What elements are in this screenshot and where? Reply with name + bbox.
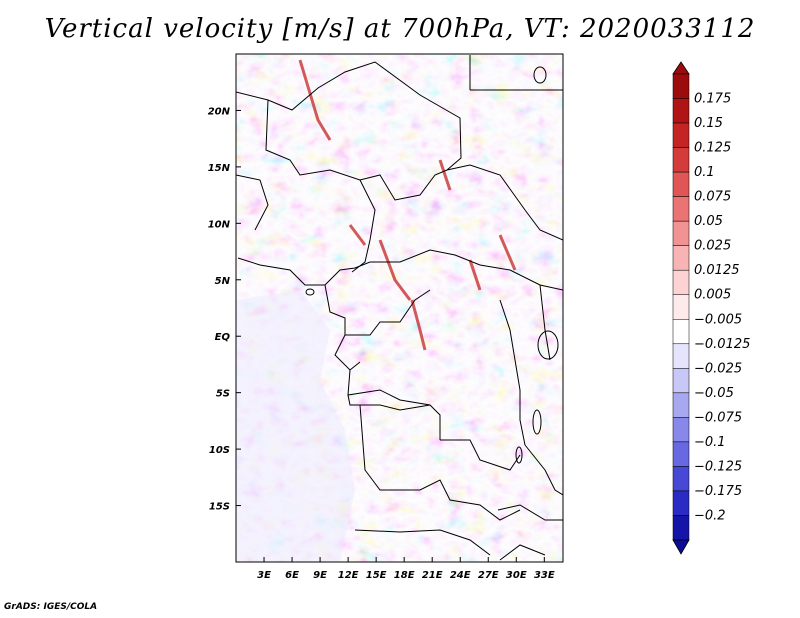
colorbar-top-arrow bbox=[672, 61, 690, 75]
colorbar-label: −0.025 bbox=[694, 361, 742, 376]
colorbar-band bbox=[672, 417, 690, 443]
colorbar-label: −0.0125 bbox=[694, 337, 750, 352]
colorbar-band bbox=[672, 147, 690, 173]
colorbar-band bbox=[672, 441, 690, 467]
lat-tick-label: 20N bbox=[208, 106, 231, 117]
chart-title: Vertical velocity [m/s] at 700hPa, VT: 2… bbox=[44, 14, 756, 44]
colorbar-label: −0.075 bbox=[694, 410, 742, 425]
colorbar-label: 0.05 bbox=[694, 214, 723, 229]
colorbar-label: 0.025 bbox=[694, 239, 731, 254]
colorbar: 0.175 0.15 0.125 0.1 0.075 0.05 0.025 0.0125 0.0… bbox=[672, 61, 750, 555]
lon-tick-label: 24E bbox=[450, 570, 471, 581]
colorbar-label: −0.175 bbox=[694, 484, 742, 499]
colorbar-label: 0.125 bbox=[694, 141, 731, 156]
colorbar-label: 0.15 bbox=[694, 116, 723, 131]
longitude-axis: 3E 6E 9E 12E 15E 18E 21E 24E 27E 30E 33E bbox=[257, 557, 555, 581]
lon-tick-label: 18E bbox=[394, 570, 415, 581]
colorbar-band bbox=[672, 368, 690, 394]
colorbar-label: −0.2 bbox=[694, 508, 726, 523]
colorbar-label: 0.0125 bbox=[694, 263, 740, 278]
colorbar-band bbox=[672, 515, 690, 541]
lat-tick-label: 5S bbox=[216, 389, 230, 400]
colorbar-band bbox=[672, 466, 690, 492]
lon-tick-label: 12E bbox=[338, 570, 359, 581]
colorbar-band bbox=[672, 196, 690, 222]
colorbar-band bbox=[672, 73, 690, 99]
colorbar-label: 0.1 bbox=[694, 165, 715, 180]
colorbar-bottom-arrow bbox=[672, 539, 690, 555]
colorbar-band bbox=[672, 220, 690, 246]
lon-tick-label: 3E bbox=[257, 570, 271, 581]
colorbar-band bbox=[672, 245, 690, 271]
vertical-velocity-field bbox=[236, 54, 563, 562]
colorbar-band bbox=[672, 343, 690, 369]
lakes bbox=[305, 66, 559, 464]
strong-ascent-streaks bbox=[298, 59, 517, 351]
lon-tick-label: 33E bbox=[534, 570, 555, 581]
colorbar-band bbox=[672, 490, 690, 516]
colorbar-band bbox=[672, 392, 690, 418]
footer-credit: GrADS: IGES/COLA bbox=[4, 602, 98, 612]
lon-tick-label: 15E bbox=[366, 570, 387, 581]
lon-tick-label: 6E bbox=[285, 570, 299, 581]
lon-tick-label: 30E bbox=[506, 570, 527, 581]
lat-tick-label: 15N bbox=[208, 163, 231, 174]
lat-tick-label: 10N bbox=[208, 219, 231, 230]
colorbar-band bbox=[672, 171, 690, 197]
colorbar-label: −0.1 bbox=[694, 435, 726, 450]
colorbar-band bbox=[672, 294, 690, 320]
colorbar-band bbox=[672, 319, 690, 345]
colorbar-band bbox=[672, 269, 690, 295]
colorbar-label: −0.125 bbox=[694, 459, 742, 474]
country-borders bbox=[236, 55, 563, 561]
map-frame bbox=[235, 53, 564, 563]
colorbar-label: 0.175 bbox=[694, 92, 731, 107]
lon-tick-label: 9E bbox=[313, 570, 327, 581]
colorbar-label: 0.005 bbox=[694, 288, 731, 303]
lon-tick-label: 27E bbox=[478, 570, 499, 581]
colorbar-label: −0.05 bbox=[694, 386, 734, 401]
lon-tick-label: 21E bbox=[422, 570, 443, 581]
lat-tick-label: 10S bbox=[209, 445, 230, 456]
lat-tick-label: 5N bbox=[215, 276, 231, 287]
colorbar-label: −0.005 bbox=[694, 312, 742, 327]
colorbar-band bbox=[672, 98, 690, 124]
lat-tick-label: 15S bbox=[209, 502, 230, 513]
colorbar-band bbox=[672, 122, 690, 148]
latitude-axis: 20N 15N 10N 5N EQ 5S 10S 15S bbox=[208, 106, 241, 513]
colorbar-label: 0.075 bbox=[694, 190, 731, 205]
lat-tick-label: EQ bbox=[215, 332, 231, 343]
